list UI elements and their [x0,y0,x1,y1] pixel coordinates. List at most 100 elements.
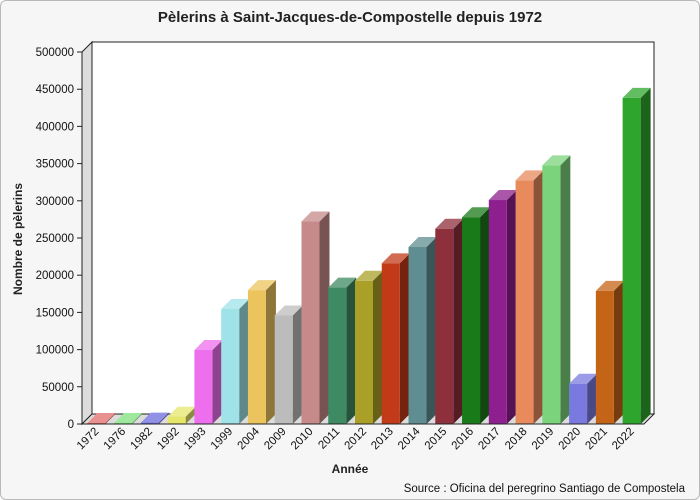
x-tick-label: 2015 [423,426,450,453]
bar-side [480,207,491,424]
x-tick-label: 2019 [530,426,557,453]
x-tick-label: 2021 [583,426,610,453]
x-tick-label: 2014 [396,425,423,452]
bar-1982 [140,412,169,424]
bar-top [381,253,410,264]
x-tick-label: 2009 [262,426,289,453]
bar-2020 [569,373,598,424]
x-tick-label: 2018 [503,426,530,453]
bar-top [140,412,169,423]
bar-side [613,280,624,424]
y-tick-label: 50000 [42,382,74,394]
bar-1993 [194,340,223,424]
y-tick-label: 250000 [36,233,74,245]
bar-front [435,228,454,424]
x-tick-label: 2011 [316,426,342,452]
bar-top [462,207,491,218]
bar-top [221,298,250,309]
bar-front [274,315,293,424]
bar-top [87,413,116,423]
bar-2010 [301,211,330,424]
bar-top [435,218,464,229]
bar-front [301,221,320,424]
bar-top [114,413,143,423]
y-tick-label: 0 [68,419,74,431]
bar-side [212,340,223,424]
x-tick-label: 2010 [289,426,316,453]
bar-top [355,270,383,281]
bar-front [462,217,481,424]
bar-side [292,305,303,424]
bar-side [426,237,437,424]
source-note: Source : Oficina del peregrino Santiago … [403,483,685,495]
x-tick-label: 2013 [369,426,396,453]
bar-top [569,373,598,384]
bar-1999 [221,298,250,424]
x-tick-label: 1992 [155,426,182,453]
bar-front [542,165,561,424]
y-tick-label: 450000 [36,84,74,96]
bar-front [569,383,588,424]
bar-front [194,350,213,424]
bar-2018 [515,170,544,424]
bar-2022 [622,87,651,424]
bar-2015 [435,218,464,424]
bar-side [132,413,143,424]
x-tick-label: 2012 [343,426,370,453]
bar-top [488,190,517,201]
plot-left-wall [81,40,93,426]
bar-top [515,170,544,181]
y-tick-label: 200000 [36,270,74,282]
x-tick-label: 2016 [450,426,477,453]
bar-front [488,200,507,424]
bar-front [247,290,266,424]
x-tick-label: 1982 [128,426,155,453]
bar-top [274,305,303,316]
bar-top [622,87,651,98]
bar-side [373,270,383,424]
y-axis-label: Nombre de pèlerins [11,182,25,296]
x-tick-label: 2017 [476,426,503,453]
bar-side [506,190,517,424]
bar-top [194,340,223,351]
bar-side [453,218,464,424]
x-tick-label: 1993 [182,426,209,453]
bar-side [265,280,276,424]
x-tick-label: 1972 [75,426,102,453]
bar-side [185,406,196,424]
y-tick-label: 400000 [36,121,74,133]
x-tick-label: 2004 [235,425,262,452]
bar-front [355,280,373,424]
bar-2012 [355,270,383,424]
bar-front [328,287,347,424]
bar-front [595,290,614,424]
bar-2013 [381,253,410,424]
bar-2017 [488,190,517,424]
bar-front [381,263,400,424]
bar-side [319,211,330,424]
y-tick-label: 150000 [36,307,74,319]
y-tick-label: 300000 [36,196,74,208]
bar-side [158,412,169,424]
y-tick-label: 500000 [36,47,74,59]
bar-top [542,155,571,166]
y-tick-label: 100000 [36,345,74,357]
bar-front [140,422,159,424]
bar-side [560,155,571,424]
bar-side [399,253,410,424]
bar-front [515,180,534,424]
bar-top [247,280,276,291]
bar-1992 [167,406,196,424]
bar-2011 [328,277,357,424]
bar-side [533,170,544,424]
bar-2014 [408,237,437,424]
x-axis-label: Année [331,462,369,476]
chart-title: Pèlerins à Saint-Jacques-de-Compostelle … [157,9,543,26]
bar-2019 [542,155,571,424]
x-tick-label: 2020 [557,426,584,453]
bar-2009 [274,305,303,424]
bar-side [587,373,598,424]
bar-2016 [462,207,491,424]
y-tick-label: 350000 [36,159,74,171]
